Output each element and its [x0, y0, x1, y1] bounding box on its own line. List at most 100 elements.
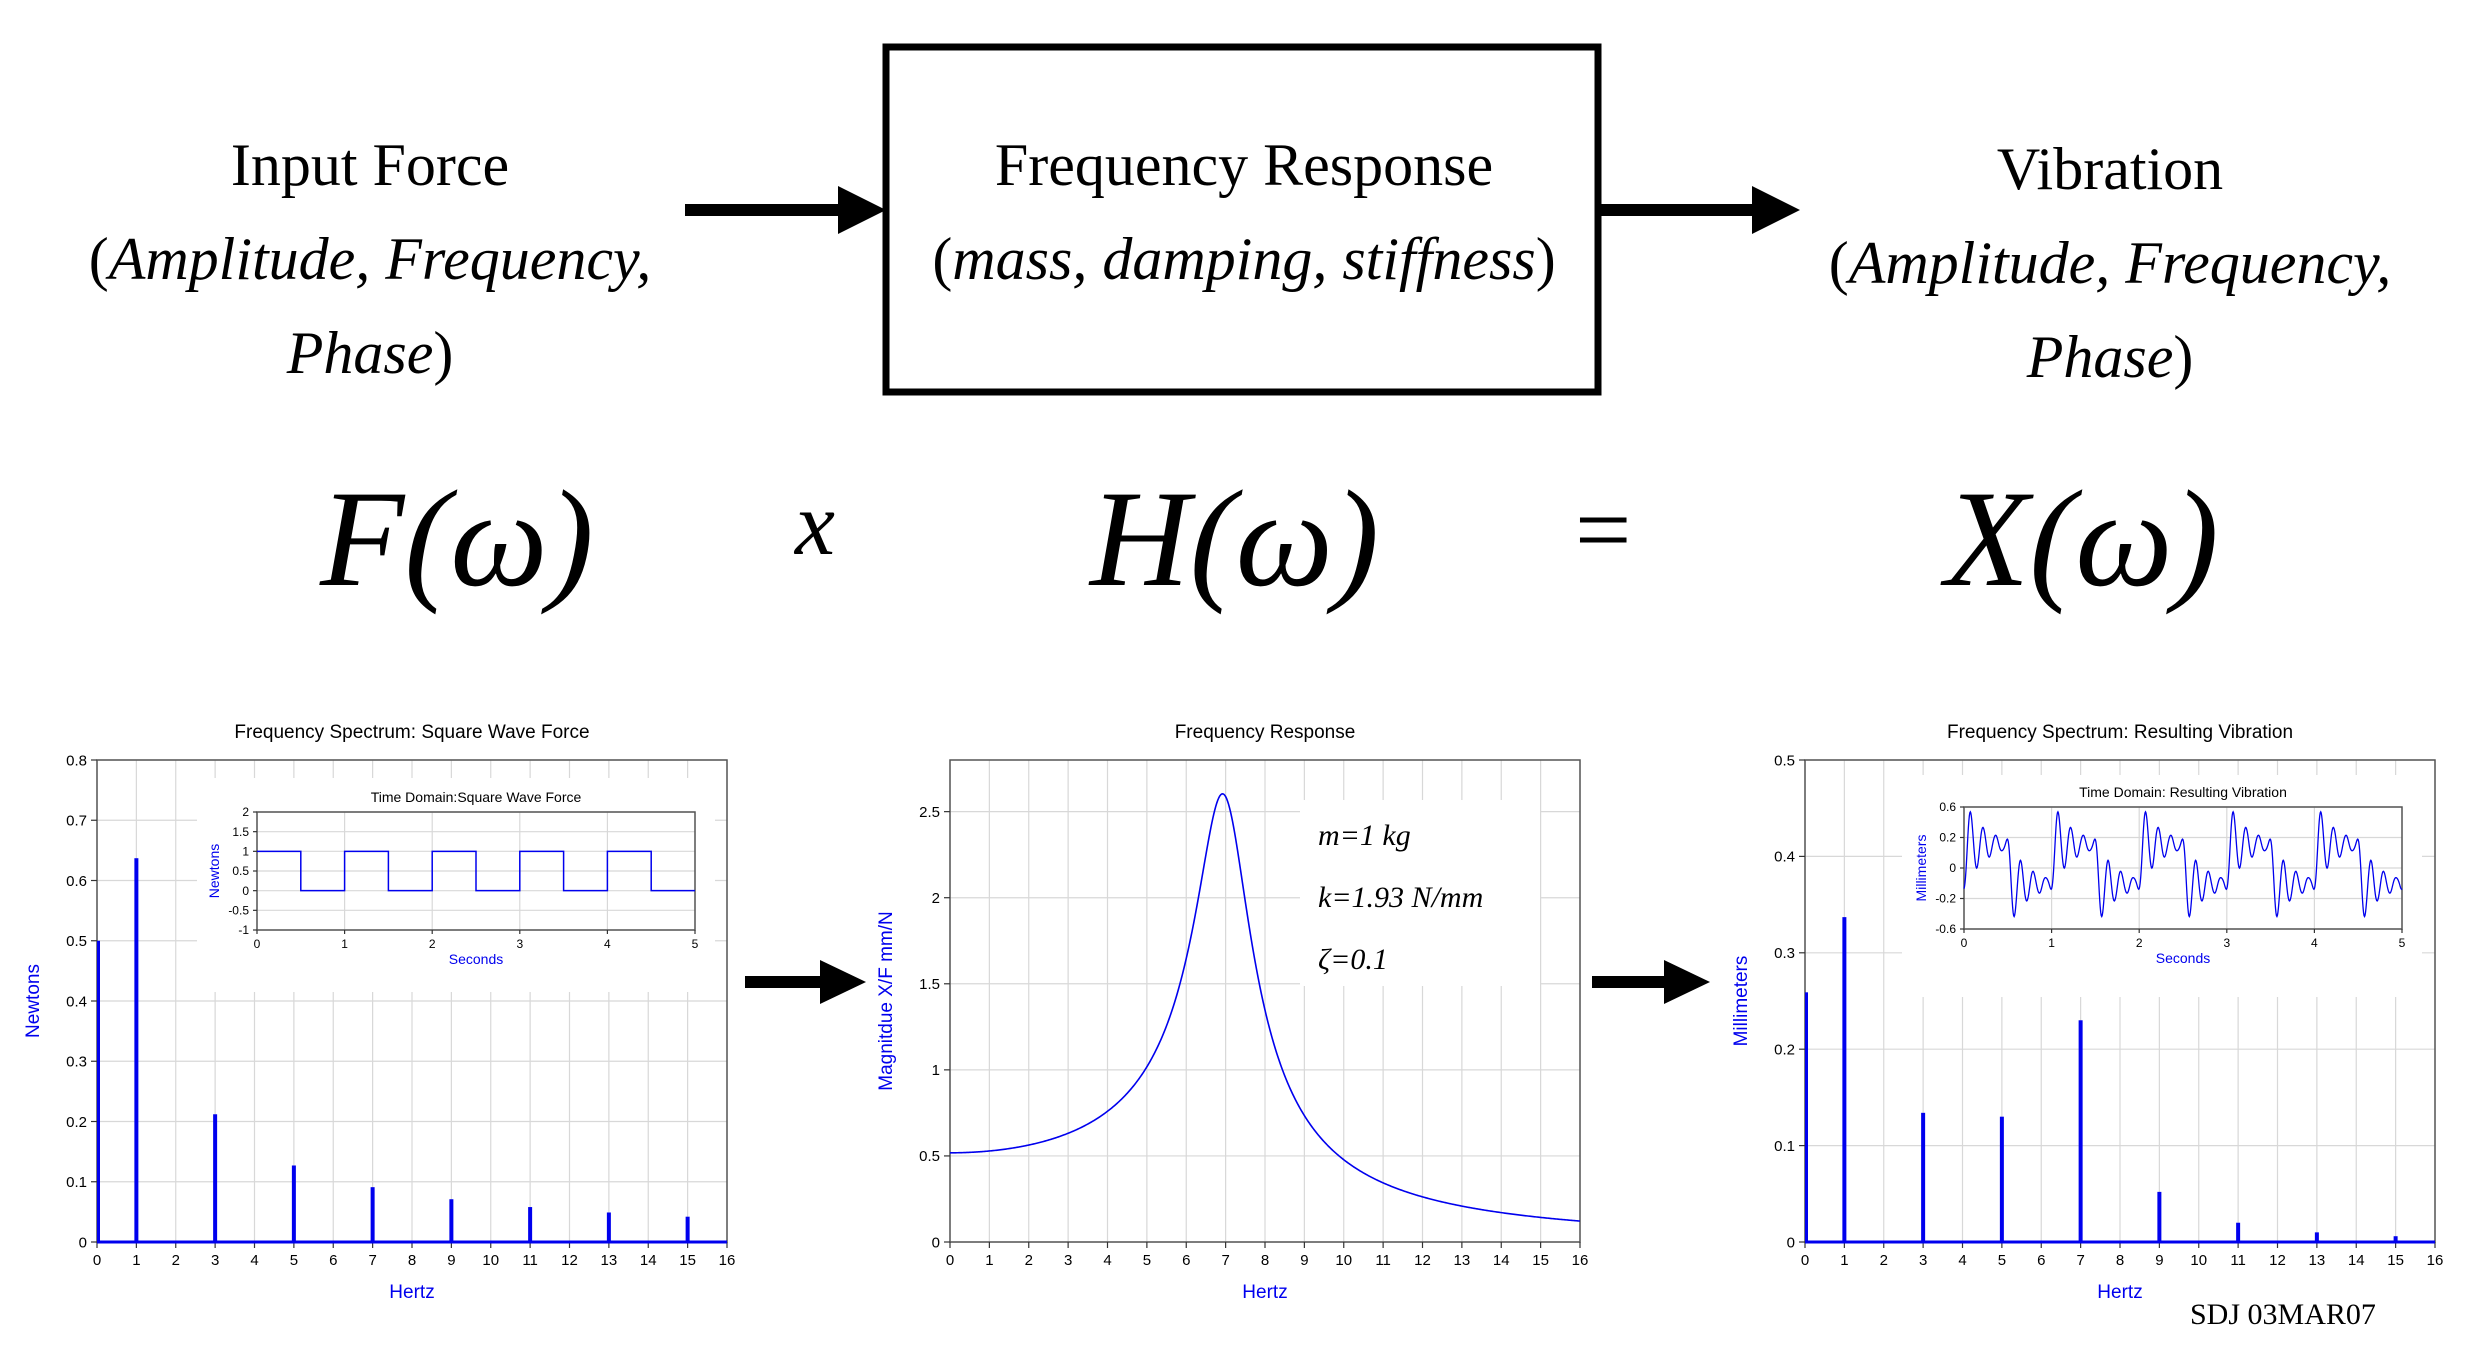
bar	[2236, 1222, 2241, 1242]
inset-x-tick-label: 0	[254, 937, 261, 951]
bar	[1805, 992, 1808, 1242]
x-tick-label: 11	[1375, 1252, 1391, 1269]
x-tick-label: 15	[679, 1252, 696, 1269]
inset-y-tick-label: 0	[242, 884, 249, 898]
x-tick-label: 1	[1840, 1252, 1848, 1269]
x-tick-label: 16	[719, 1252, 736, 1269]
inset-square-wave: 0 1 2 3 4 5 -1 -0.5 0 0.5 1 1.5 2 Time Domain:Square …	[197, 778, 715, 992]
y-tick-label: 0.5	[1774, 752, 1795, 769]
input-force-params: (Amplitude, Frequency,	[88, 226, 652, 292]
vibration-label: Vibration (Amplitude, Frequency, Phase)	[1780, 122, 2440, 404]
bar	[449, 1199, 454, 1242]
parameter-2: ζ=0.1	[1318, 943, 1388, 976]
x-tick-label: 0	[93, 1252, 101, 1269]
bar	[2078, 1020, 2083, 1242]
x-tick-label: 12	[1414, 1252, 1431, 1269]
inset-x-tick-label: 3	[2223, 936, 2230, 950]
x-tick-label: 13	[1454, 1252, 1471, 1269]
bar	[134, 858, 139, 1242]
y-axis-label: Magnitdue X/F mm/N	[876, 911, 897, 1091]
chart-force-spectrum: 0 1 2 3 4 5 6 7 8 9 10 11 12 13 14 15 1600.10.20.30.40.5…	[23, 722, 735, 1303]
y-tick-label: 1	[932, 1062, 940, 1079]
x-tick-label: 1	[985, 1252, 993, 1269]
inset-vibration: 0 1 2 3 4 5 -0.6 -0.2 0 0.2 0.6 Time Domain: Result…	[1902, 775, 2422, 997]
x-tick-label: 15	[2387, 1252, 2404, 1269]
x-tick-label: 3	[1064, 1252, 1072, 1269]
inset-y-tick-label: 0.5	[232, 864, 249, 878]
x-tick-label: 7	[2076, 1252, 2084, 1269]
x-tick-label: 6	[1182, 1252, 1190, 1269]
input-force-params-line2: Amplitude, Frequency,	[108, 226, 652, 292]
bar	[685, 1216, 690, 1242]
inset-y-tick-label: -1	[238, 923, 249, 937]
arrow-system-to-output	[1598, 186, 1800, 234]
y-tick-label: 0.1	[1774, 1138, 1795, 1155]
x-tick-label: 5	[290, 1252, 298, 1269]
x-tick-label: 8	[408, 1252, 416, 1269]
y-tick-label: 0.1	[66, 1174, 87, 1191]
inset-y-axis-label: Newtons	[206, 844, 222, 898]
x-tick-label: 14	[1493, 1252, 1510, 1269]
x-tick-label: 16	[2427, 1252, 2444, 1269]
equation-f-omega: F(ω)	[320, 462, 594, 615]
chart-vibration-spectrum: 0 1 2 3 4 5 6 7 8 9 10 11 12 13 14 15 1600.10.20.30.40.5…	[1731, 722, 2443, 1303]
x-tick-label: 9	[1300, 1252, 1308, 1269]
inset-x-tick-label: 4	[604, 937, 611, 951]
x-axis-label: Hertz	[1242, 1282, 1287, 1303]
system-box	[882, 43, 1602, 396]
y-tick-label: 0.3	[66, 1054, 87, 1071]
inset-y-tick-label: 1	[242, 845, 249, 859]
inset-y-tick-label: 2	[242, 805, 249, 819]
x-tick-label: 9	[447, 1252, 455, 1269]
parameter-0: m=1 kg	[1318, 819, 1411, 852]
inset-x-tick-label: 1	[341, 937, 348, 951]
inset-y-tick-label: 0.6	[1939, 800, 1956, 814]
inset-x-axis-label: Seconds	[449, 951, 503, 967]
title: Frequency Response	[1175, 722, 1356, 743]
bar	[528, 1207, 533, 1242]
vibration-title: Vibration	[1996, 136, 2224, 202]
bar	[606, 1212, 611, 1242]
x-tick-label: 0	[1801, 1252, 1809, 1269]
x-tick-label: 5	[1998, 1252, 2006, 1269]
x-tick-label: 13	[601, 1252, 618, 1269]
vibration-params-line3: Phase)	[2026, 324, 2194, 390]
x-axis-label: Hertz	[389, 1282, 434, 1303]
frequency-response-title: Frequency Response	[994, 132, 1494, 198]
arrow-chart1-to-chart2	[745, 960, 866, 1004]
bar	[1921, 1112, 1926, 1242]
inset-x-tick-label: 2	[429, 937, 436, 951]
bar	[370, 1187, 375, 1242]
x-tick-label: 4	[250, 1252, 258, 1269]
x-tick-label: 2	[1025, 1252, 1033, 1269]
inset-x-tick-label: 0	[1961, 936, 1968, 950]
y-tick-label: 0.6	[66, 873, 87, 890]
x-tick-label: 12	[2269, 1252, 2286, 1269]
frequency-response-label: Frequency Response (mass, damping, stiff…	[888, 118, 1600, 306]
x-tick-label: 13	[2309, 1252, 2326, 1269]
inset-x-tick-label: 5	[2399, 936, 2406, 950]
inset-y-tick-label: -0.6	[1935, 922, 1956, 936]
x-tick-label: 4	[1103, 1252, 1111, 1269]
y-tick-label: 0.5	[66, 933, 87, 950]
input-force-title: Input Force	[230, 132, 510, 198]
inset-title: Time Domain:Square Wave Force	[371, 789, 582, 805]
x-tick-label: 2	[1880, 1252, 1888, 1269]
x-tick-label: 16	[1572, 1252, 1589, 1269]
parameter-box: m=1 kg k=1.93 N/mm ζ=0.1	[1300, 800, 1540, 986]
y-tick-label: 0.2	[66, 1114, 87, 1131]
y-tick-label: 0.7	[66, 813, 87, 830]
y-axis-label: Newtons	[23, 964, 44, 1038]
input-force-label: Input Force (Amplitude, Frequency, Phase…	[40, 118, 700, 400]
bar	[1999, 1116, 2004, 1242]
y-tick-label: 0	[932, 1234, 940, 1251]
inset-title: Time Domain: Resulting Vibration	[2079, 784, 2287, 800]
x-tick-label: 1	[132, 1252, 140, 1269]
equation-x-omega: X(ω)	[1945, 462, 2219, 615]
inset-x-axis-label: Seconds	[2156, 950, 2210, 966]
frequency-response-params: (mass, damping, stiffness)	[932, 226, 1556, 292]
x-tick-label: 6	[329, 1252, 337, 1269]
frequency-response-curve	[950, 792, 1581, 1222]
inset-x-tick-label: 4	[2311, 936, 2318, 950]
